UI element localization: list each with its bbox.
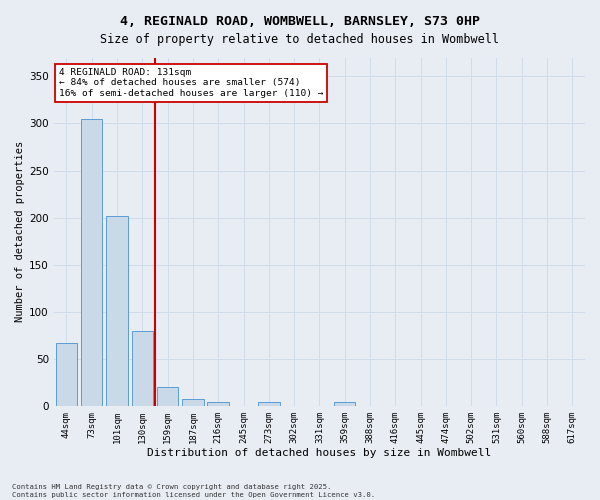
Bar [131,331,153,406]
Bar [208,402,229,406]
Bar [81,119,103,406]
Bar [182,398,203,406]
X-axis label: Distribution of detached houses by size in Wombwell: Distribution of detached houses by size … [147,448,491,458]
Text: 4 REGINALD ROAD: 131sqm
← 84% of detached houses are smaller (574)
16% of semi-d: 4 REGINALD ROAD: 131sqm ← 84% of detache… [59,68,323,98]
Y-axis label: Number of detached properties: Number of detached properties [15,141,25,322]
Bar [56,343,77,406]
Bar [258,402,280,406]
Text: Size of property relative to detached houses in Wombwell: Size of property relative to detached ho… [101,32,499,46]
Bar [334,402,355,406]
Text: Contains HM Land Registry data © Crown copyright and database right 2025.
Contai: Contains HM Land Registry data © Crown c… [12,484,375,498]
Text: 4, REGINALD ROAD, WOMBWELL, BARNSLEY, S73 0HP: 4, REGINALD ROAD, WOMBWELL, BARNSLEY, S7… [120,15,480,28]
Bar [106,216,128,406]
Bar [157,388,178,406]
